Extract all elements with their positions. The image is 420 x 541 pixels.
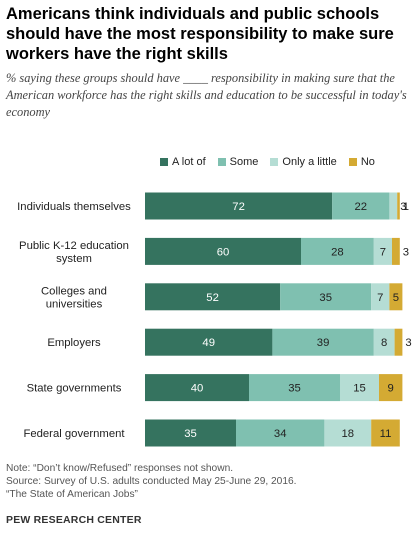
legend-label-0: A lot of xyxy=(172,156,206,168)
bar-segment-5-0 xyxy=(145,419,236,447)
data-label-5-1: 34 xyxy=(274,428,287,440)
bar-segment-0-1 xyxy=(332,192,390,220)
chart-legend: A lot of Some Only a little No xyxy=(160,156,387,168)
legend-swatch-1 xyxy=(217,158,226,166)
bar-segment-3-0 xyxy=(145,328,273,356)
data-label-1-3: 3 xyxy=(403,246,409,258)
data-label-5-0: 35 xyxy=(184,428,197,440)
category-label-4: State governments xyxy=(27,383,122,395)
data-label-2-1: 35 xyxy=(319,292,332,304)
data-label-3-3: 3 xyxy=(405,337,411,349)
chart-title: Americans think individuals and public s… xyxy=(6,5,394,63)
category-label-5: Federal government xyxy=(23,428,125,440)
note-text: Note: “Don’t know/Refused” responses not… xyxy=(6,463,234,474)
bar-segment-0-3 xyxy=(397,192,400,220)
legend-swatch-3 xyxy=(348,158,357,166)
category-label-2: Colleges and universities xyxy=(41,285,107,310)
category-label-1: Public K-12 education system xyxy=(19,240,129,265)
bar-segment-2-1 xyxy=(280,283,372,311)
data-label-4-3: 9 xyxy=(388,383,394,395)
data-label-5-3: 11 xyxy=(380,428,392,440)
organization-label: PEW RESEARCH CENTER xyxy=(6,514,142,526)
bar-segment-5-2 xyxy=(324,419,372,447)
data-label-2-0: 52 xyxy=(206,292,219,304)
legend-item-1: Some xyxy=(217,156,259,168)
bar-segment-2-0 xyxy=(145,283,281,311)
data-label-3-0: 49 xyxy=(202,337,215,349)
category-label-3: Employers xyxy=(47,337,101,349)
legend-label-1: Some xyxy=(229,156,259,168)
bar-segment-1-3 xyxy=(392,237,400,265)
data-label-5-2: 18 xyxy=(342,428,355,440)
bar-segment-5-3 xyxy=(371,419,400,447)
data-label-4-1: 35 xyxy=(288,383,301,395)
legend-swatch-0 xyxy=(160,158,168,166)
legend-item-0: A lot of xyxy=(160,156,206,168)
legend-item-3: No xyxy=(348,156,375,168)
data-label-1-1: 28 xyxy=(331,246,344,258)
bar-segment-4-1 xyxy=(249,374,340,402)
bar-segment-0-2 xyxy=(389,192,398,220)
data-label-0-1: 22 xyxy=(355,201,368,213)
bar-segment-3-2 xyxy=(373,328,395,356)
bar-segment-4-3 xyxy=(379,374,403,402)
data-label-1-0: 60 xyxy=(217,246,230,258)
bar-segment-5-1 xyxy=(236,419,325,447)
bar-segment-2-3 xyxy=(389,283,403,311)
bar-segment-4-0 xyxy=(145,374,249,402)
report-text: “The State of American Jobs” xyxy=(6,489,138,500)
data-label-3-1: 39 xyxy=(317,337,330,349)
bar-segment-1-1 xyxy=(301,237,374,265)
bar-segment-1-2 xyxy=(373,237,392,265)
category-label-0: Individuals themselves xyxy=(17,201,131,213)
data-label-0-0: 72 xyxy=(232,201,245,213)
legend-label-2: Only a little xyxy=(282,156,337,168)
legend-item-2: Only a little xyxy=(270,156,337,168)
data-label-2-3: 5 xyxy=(393,292,399,304)
data-label-4-2: 15 xyxy=(353,383,366,395)
data-label-0-2: 3 xyxy=(400,201,406,213)
data-label-3-2: 8 xyxy=(381,337,387,349)
bar-segment-3-3 xyxy=(394,328,403,356)
data-label-2-2: 7 xyxy=(377,292,383,304)
bar-segment-0-0 xyxy=(145,192,333,220)
data-label-4-0: 40 xyxy=(191,383,204,395)
legend-swatch-2 xyxy=(270,158,279,166)
data-label-1-2: 7 xyxy=(380,246,386,258)
bar-segment-4-2 xyxy=(340,374,379,402)
bar-segment-1-0 xyxy=(145,237,301,265)
bar-segment-2-2 xyxy=(371,283,390,311)
data-label-0-3: 1 xyxy=(403,201,409,213)
legend-label-3: No xyxy=(360,156,375,168)
chart-footer: Note: “Don’t know/Refused” responses not… xyxy=(6,462,414,501)
bar-segment-3-1 xyxy=(272,328,374,356)
source-text: Source: Survey of U.S. adults conducted … xyxy=(6,476,297,487)
chart-subtitle: % saying these groups should have ____ r… xyxy=(6,71,407,119)
